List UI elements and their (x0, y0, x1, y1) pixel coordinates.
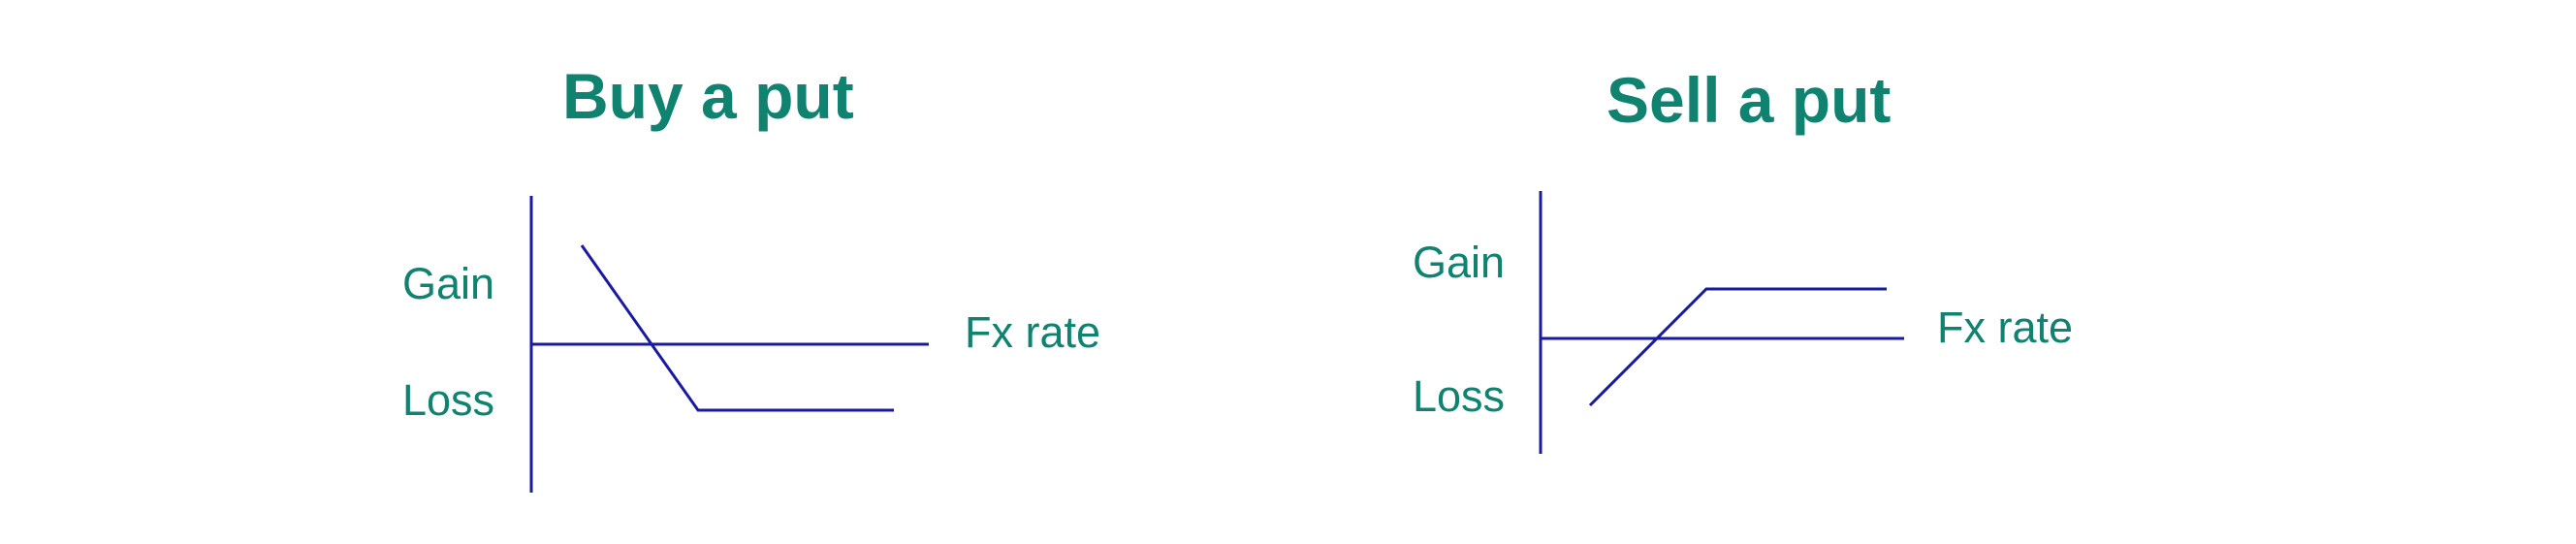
loss-label: Loss (402, 375, 495, 425)
sell-put-diagram: Sell a put Gain Loss Fx rate (1289, 0, 2576, 544)
loss-label: Loss (1413, 371, 1506, 421)
diagram-title: Sell a put (1606, 64, 1892, 136)
fx-rate-label: Fx rate (1937, 303, 2074, 352)
gain-label: Gain (1413, 238, 1506, 287)
diagram-title: Buy a put (562, 60, 854, 132)
payoff-chart (529, 196, 929, 493)
fx-rate-label: Fx rate (965, 307, 1101, 357)
payoff-line (580, 244, 894, 412)
payoff-line (1588, 287, 1887, 407)
gain-label: Gain (402, 259, 495, 308)
payoff-chart (1539, 191, 1904, 454)
buy-put-diagram: Buy a put Gain Loss Fx rate (402, 60, 1101, 493)
